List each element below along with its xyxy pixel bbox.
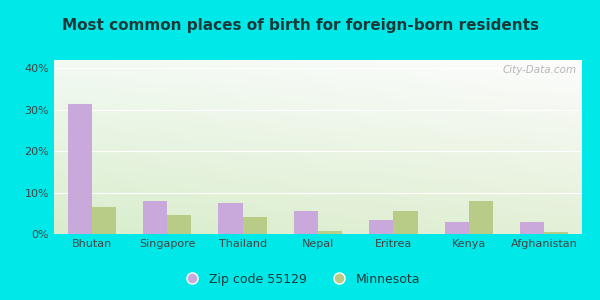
Bar bbox=[218, 203, 242, 234]
Bar bbox=[318, 231, 342, 234]
Bar bbox=[294, 211, 318, 234]
Bar bbox=[143, 201, 167, 234]
Bar bbox=[167, 215, 191, 234]
Text: Most common places of birth for foreign-born residents: Most common places of birth for foreign-… bbox=[62, 18, 539, 33]
Text: City-Data.com: City-Data.com bbox=[503, 65, 577, 75]
Bar bbox=[92, 207, 116, 234]
Bar bbox=[544, 232, 568, 234]
Bar bbox=[68, 103, 92, 234]
Bar bbox=[469, 201, 493, 234]
Bar bbox=[242, 218, 267, 234]
Bar bbox=[394, 211, 418, 234]
Bar bbox=[369, 220, 394, 234]
Legend: Zip code 55129, Minnesota: Zip code 55129, Minnesota bbox=[175, 268, 425, 291]
Bar bbox=[520, 222, 544, 234]
Bar bbox=[445, 222, 469, 234]
